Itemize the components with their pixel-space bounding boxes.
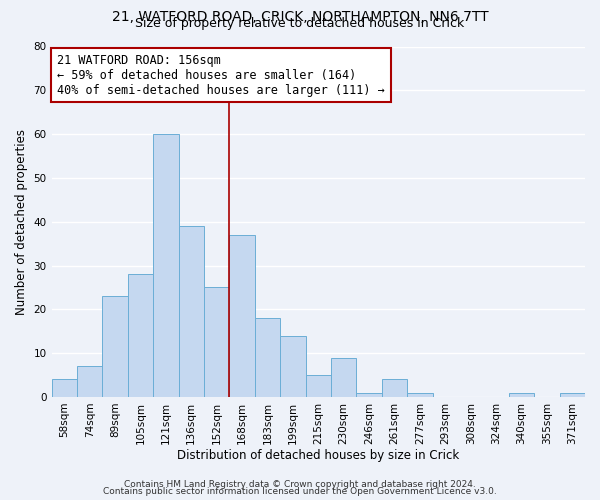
Bar bbox=[560, 392, 585, 397]
Bar bbox=[356, 392, 382, 397]
Y-axis label: Number of detached properties: Number of detached properties bbox=[15, 128, 28, 314]
Bar bbox=[407, 392, 433, 397]
Bar bbox=[77, 366, 103, 397]
Bar bbox=[229, 235, 255, 397]
Bar bbox=[103, 296, 128, 397]
Bar bbox=[153, 134, 179, 397]
Bar bbox=[255, 318, 280, 397]
Text: 21 WATFORD ROAD: 156sqm
← 59% of detached houses are smaller (164)
40% of semi-d: 21 WATFORD ROAD: 156sqm ← 59% of detache… bbox=[57, 54, 385, 96]
Text: Contains HM Land Registry data © Crown copyright and database right 2024.: Contains HM Land Registry data © Crown c… bbox=[124, 480, 476, 489]
Bar bbox=[128, 274, 153, 397]
X-axis label: Distribution of detached houses by size in Crick: Distribution of detached houses by size … bbox=[177, 450, 460, 462]
Bar bbox=[52, 380, 77, 397]
Bar bbox=[509, 392, 534, 397]
Bar bbox=[280, 336, 305, 397]
Bar bbox=[331, 358, 356, 397]
Text: 21, WATFORD ROAD, CRICK, NORTHAMPTON, NN6 7TT: 21, WATFORD ROAD, CRICK, NORTHAMPTON, NN… bbox=[112, 10, 488, 24]
Text: Size of property relative to detached houses in Crick: Size of property relative to detached ho… bbox=[136, 18, 464, 30]
Bar bbox=[204, 288, 229, 397]
Bar bbox=[382, 380, 407, 397]
Bar bbox=[179, 226, 204, 397]
Bar bbox=[305, 375, 331, 397]
Text: Contains public sector information licensed under the Open Government Licence v3: Contains public sector information licen… bbox=[103, 487, 497, 496]
